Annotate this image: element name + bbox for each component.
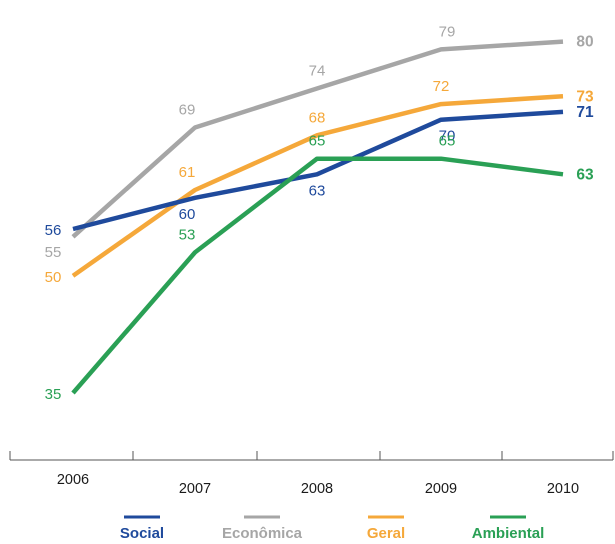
legend: Social Econômica Geral Ambiental <box>120 515 545 542</box>
data-label-econmica: 55 <box>45 244 62 261</box>
data-label-geral: 73 <box>576 88 594 105</box>
data-label-ambiental: 65 <box>439 133 456 150</box>
data-label-econmica: 79 <box>439 23 456 40</box>
legend-label-geral: Geral <box>367 525 405 542</box>
series-line-econmica <box>71 39 564 239</box>
data-label-geral: 61 <box>179 164 196 181</box>
legend-label-econmica: Econômica <box>222 525 303 542</box>
data-label-social: 63 <box>309 182 326 199</box>
x-tick-label: 2009 <box>425 481 457 497</box>
data-label-social: 56 <box>45 222 62 239</box>
data-label-econmica: 74 <box>309 62 326 79</box>
data-label-geral: 68 <box>309 109 326 126</box>
x-tick-label: 2006 <box>57 472 89 488</box>
x-tick-label: 2008 <box>301 481 333 497</box>
data-label-econmica: 69 <box>179 102 196 119</box>
data-label-social: 60 <box>179 206 196 223</box>
data-label-ambiental: 65 <box>309 133 326 150</box>
x-axis: 2006 2007 2008 2009 2010 <box>9 451 614 497</box>
legend-label-ambiental: Ambiental <box>472 525 545 542</box>
x-tick-label: 2007 <box>179 481 211 497</box>
data-label-ambiental: 35 <box>45 386 62 403</box>
data-label-geral: 50 <box>45 269 62 286</box>
legend-label-social: Social <box>120 525 164 542</box>
series-line-ambiental <box>71 156 564 395</box>
data-label-econmica: 80 <box>576 34 593 51</box>
series-line-social <box>72 109 564 232</box>
series-line-geral <box>71 94 564 278</box>
series-lines <box>71 39 564 395</box>
data-label-geral: 72 <box>433 78 450 95</box>
data-label-ambiental: 53 <box>179 226 196 243</box>
data-label-social: 70 <box>439 128 456 145</box>
data-label-ambiental: 63 <box>576 166 594 183</box>
x-tick-label: 2010 <box>547 481 579 497</box>
data-label-social: 71 <box>576 104 594 121</box>
data-labels: 55 69 74 79 80 50 61 68 72 73 56 60 63 70 71 35 53 65 65 63 <box>45 23 594 403</box>
